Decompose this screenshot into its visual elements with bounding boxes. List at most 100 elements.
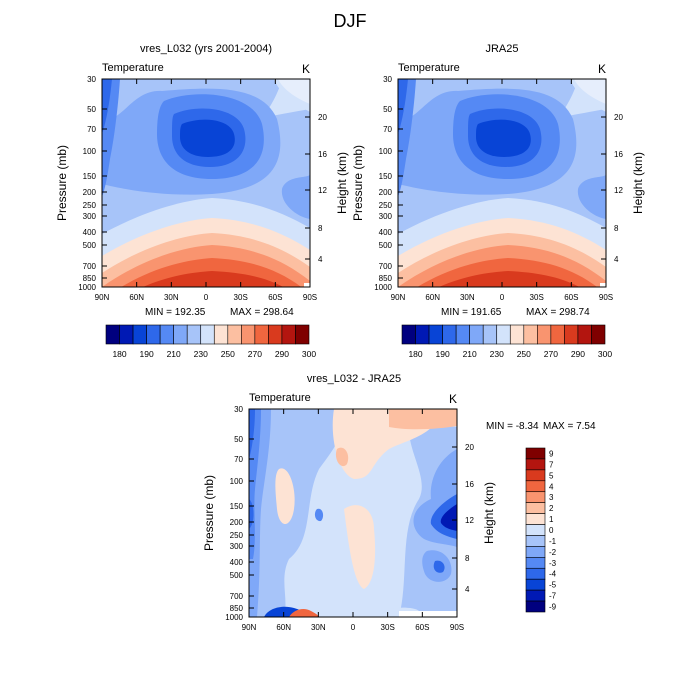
colorbar-box xyxy=(525,578,546,591)
contour-band xyxy=(314,508,324,522)
x-tick-label: 0 xyxy=(204,293,209,302)
colorbar-box xyxy=(159,324,174,345)
panel-title: JRA25 xyxy=(485,43,518,55)
y-tick-label: 100 xyxy=(83,147,97,156)
colorbar-box xyxy=(401,324,416,345)
contour-field xyxy=(398,79,606,287)
y-tick-label: 250 xyxy=(230,531,244,540)
contour-band xyxy=(476,119,531,157)
colorbar-label: 5 xyxy=(549,471,554,480)
panel-units-label: K xyxy=(302,62,310,76)
min-label: MIN = -8.34 xyxy=(486,421,539,432)
y-tick-label: 1000 xyxy=(225,613,243,622)
colorbar: 180 190 210 230 250 270 290 300 xyxy=(401,324,612,359)
y-tick-label: 50 xyxy=(234,435,243,444)
colorbar-box xyxy=(525,557,546,569)
contour-band xyxy=(344,505,376,589)
contour-band xyxy=(249,409,255,459)
y-tick-label: 300 xyxy=(83,212,97,221)
colorbar-box xyxy=(173,324,188,345)
y-tick-label: 400 xyxy=(83,228,97,237)
x-tick-label: 0 xyxy=(351,623,356,632)
colorbar-box xyxy=(241,324,256,345)
contour-band xyxy=(335,447,349,467)
colorbar-label: -7 xyxy=(549,592,557,601)
colorbar-box xyxy=(591,324,606,345)
y-tick-label: 500 xyxy=(379,241,393,250)
height-tick-label: 20 xyxy=(465,443,474,452)
contour-band xyxy=(577,174,606,219)
colorbar-box xyxy=(525,589,546,602)
colorbar-label: 300 xyxy=(598,349,612,359)
x-tick-label: 90S xyxy=(450,623,464,632)
height-tick-label: 16 xyxy=(318,150,327,159)
y-tick-label: 200 xyxy=(83,188,97,197)
height-tick-label: 20 xyxy=(614,113,623,122)
contour-band xyxy=(180,119,235,157)
contour-band xyxy=(389,409,457,430)
colorbar-box xyxy=(200,324,215,345)
x-tick-label: 60N xyxy=(425,293,440,302)
y-axis-title: Pressure (mb) xyxy=(202,475,216,551)
x-axis: 90N 60N 30N 0 30S 60S 90S xyxy=(95,79,317,302)
panel-obs: JRA25 Temperature K 90N 60N 30N 0 30S 60S 90S … xyxy=(351,43,645,359)
contour-band xyxy=(574,79,606,104)
y-tick-label: 400 xyxy=(230,558,244,567)
colorbar-label: 2 xyxy=(549,504,554,513)
height-tick-label: 12 xyxy=(465,516,474,525)
y-tick-label: 70 xyxy=(234,455,243,464)
colorbar-label: 210 xyxy=(463,349,477,359)
x-tick-label: 90S xyxy=(303,293,317,302)
y-tick-label: 500 xyxy=(230,571,244,580)
contour-band xyxy=(289,609,319,617)
colorbar-box xyxy=(119,324,134,345)
contour-band xyxy=(398,79,408,134)
x-tick-label: 30S xyxy=(530,293,544,302)
height-tick-label: 16 xyxy=(465,480,474,489)
height-tick-label: 4 xyxy=(614,255,619,264)
y-tick-label: 30 xyxy=(234,405,243,414)
colorbar-label: -4 xyxy=(549,570,557,579)
colorbar-box xyxy=(186,324,202,345)
colorbar-box xyxy=(482,324,498,345)
y-tick-label: 200 xyxy=(379,188,393,197)
height-axis: 4 8 12 16 20 xyxy=(601,113,623,264)
panel-title: vres_L032 (yrs 2001-2004) xyxy=(140,43,272,55)
contour-band xyxy=(249,409,345,617)
colorbar-box xyxy=(564,324,579,345)
contour-band xyxy=(281,174,310,219)
colorbar-label: 250 xyxy=(221,349,235,359)
contour-band xyxy=(398,271,606,287)
colorbar-label: 230 xyxy=(490,349,504,359)
colorbar-box xyxy=(525,480,546,493)
y-tick-label: 30 xyxy=(383,75,392,84)
colorbar-box xyxy=(525,546,546,558)
colorbar-box xyxy=(523,324,538,345)
colorbar: 180 190 210 230 250 270 290 300 xyxy=(105,324,316,359)
y-tick-label: 300 xyxy=(379,212,393,221)
max-label: MAX = 298.74 xyxy=(526,307,590,318)
contour-band xyxy=(440,504,457,531)
x-tick-label: 90N xyxy=(95,293,110,302)
panel-left-label: Temperature xyxy=(102,62,164,74)
colorbar-box xyxy=(428,324,443,345)
height-tick-label: 4 xyxy=(465,585,470,594)
panel-model: vres_L032 (yrs 2001-2004) Temperature K … xyxy=(55,43,349,359)
height-tick-label: 12 xyxy=(614,186,623,195)
colorbar-label: 270 xyxy=(248,349,262,359)
figure-title: DJF xyxy=(334,11,367,31)
min-label: MIN = 192.35 xyxy=(145,307,206,318)
y-tick-label: 250 xyxy=(379,201,393,210)
colorbar-box xyxy=(509,324,525,345)
colorbar-label: 180 xyxy=(112,349,126,359)
colorbar-box xyxy=(525,502,546,514)
colorbar-label: 4 xyxy=(549,482,554,491)
y-tick-label: 100 xyxy=(379,147,393,156)
contour-band xyxy=(278,79,310,104)
y-tick-label: 700 xyxy=(83,262,97,271)
height-axis-title: Height (km) xyxy=(335,152,349,214)
colorbar-box xyxy=(537,324,552,345)
x-tick-label: 30S xyxy=(234,293,248,302)
y-tick-label: 30 xyxy=(87,75,96,84)
